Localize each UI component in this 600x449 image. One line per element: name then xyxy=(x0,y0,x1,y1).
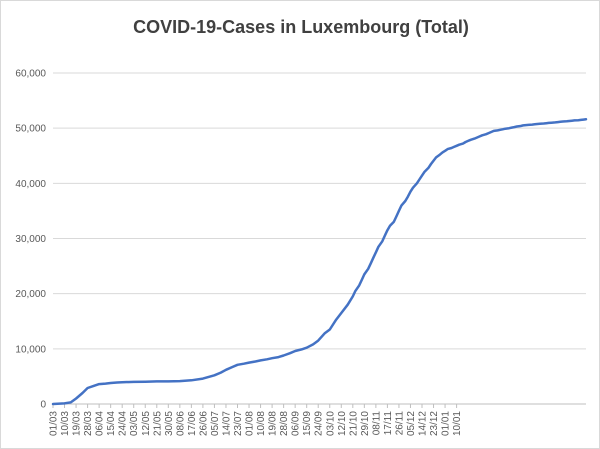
y-tick-label: 10,000 xyxy=(15,344,46,355)
x-tick-label: 23/12 xyxy=(429,411,440,436)
y-tick-label: 20,000 xyxy=(15,289,46,300)
x-tick-label: 05/07 xyxy=(210,411,221,436)
x-tick-label: 17/06 xyxy=(187,411,198,436)
x-tick-label: 14/12 xyxy=(418,411,429,436)
series-layer xyxy=(51,118,588,406)
x-tick-label: 15/09 xyxy=(302,411,313,436)
x-tick-label: 12/05 xyxy=(141,411,152,436)
x-tick-label: 26/06 xyxy=(198,411,209,436)
x-tick-label: 01/03 xyxy=(49,411,60,436)
x-tick-label: 19/08 xyxy=(268,411,279,436)
x-tick-label: 23/07 xyxy=(233,411,244,436)
x-tick-label: 08/11 xyxy=(371,411,382,436)
x-tick-label: 29/10 xyxy=(360,411,371,436)
x-tick-label: 24/09 xyxy=(314,411,325,436)
x-tick-label: 24/04 xyxy=(118,411,129,436)
x-tick-label: 21/05 xyxy=(152,411,163,436)
series-line-total-cases xyxy=(51,118,588,406)
x-tick-label: 26/11 xyxy=(394,411,405,436)
x-tick-label: 05/12 xyxy=(406,411,417,436)
x-tick-label: 19/03 xyxy=(72,411,83,436)
x-tick-label: 06/04 xyxy=(95,411,106,436)
x-tick-label: 06/09 xyxy=(291,411,302,436)
x-tick-label: 03/10 xyxy=(325,411,336,436)
x-tick-label: 28/03 xyxy=(83,411,94,436)
x-tick-label: 10/01 xyxy=(452,411,463,436)
x-axis: 01/03 10/03 19/03 28/03 06/04 15/04 24/04 03/05… xyxy=(49,403,586,436)
x-tick-label: 10/03 xyxy=(60,411,71,436)
gridlines xyxy=(53,72,586,350)
x-tick-label: 10/08 xyxy=(256,411,267,436)
y-tick-label: 40,000 xyxy=(15,179,46,190)
x-tick-label: 21/10 xyxy=(348,411,359,436)
x-tick-label: 15/04 xyxy=(106,411,117,436)
y-tick-label: 50,000 xyxy=(15,124,46,135)
x-tick-label: 28/08 xyxy=(279,411,290,436)
y-tick-label: 0 xyxy=(40,400,46,411)
chart-title: COVID-19-Cases in Luxembourg (Total) xyxy=(133,17,469,37)
x-tick-label: 08/06 xyxy=(175,411,186,436)
x-tick-label: 12/10 xyxy=(337,411,348,436)
x-tick-label: 03/05 xyxy=(129,411,140,436)
x-tick-label: 17/11 xyxy=(383,411,394,436)
x-tick-label: 30/05 xyxy=(164,411,175,436)
y-axis-tick-labels: 0 10,000 20,000 30,000 40,000 50,000 60,000 xyxy=(15,69,46,411)
x-tick-label: 14/07 xyxy=(221,411,232,436)
x-tick-label: 01/01 xyxy=(441,411,452,436)
x-tick-label: 01/08 xyxy=(245,411,256,436)
y-tick-label: 60,000 xyxy=(15,69,46,80)
y-tick-label: 30,000 xyxy=(15,234,46,245)
